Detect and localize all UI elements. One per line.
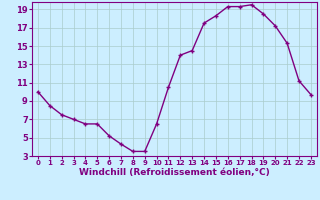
- X-axis label: Windchill (Refroidissement éolien,°C): Windchill (Refroidissement éolien,°C): [79, 168, 270, 177]
